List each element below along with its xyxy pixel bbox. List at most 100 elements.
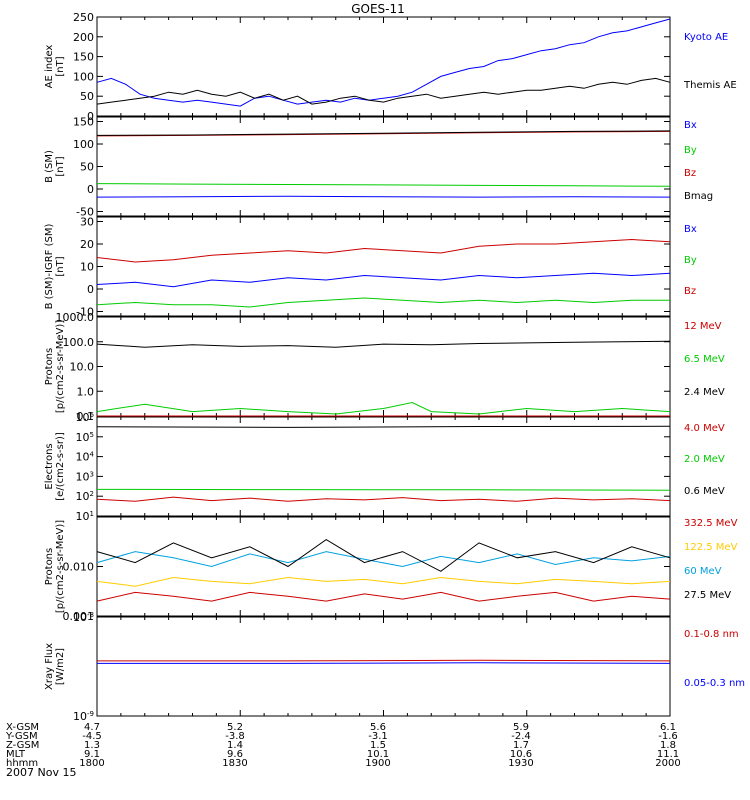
series-line xyxy=(96,183,671,187)
x-axis-value: 9.1 xyxy=(84,749,100,760)
y-axis-label: Protons xyxy=(44,348,55,385)
series-line xyxy=(96,591,671,602)
y-tick-label: 10 xyxy=(80,261,94,274)
y-tick-label: 20 xyxy=(80,238,94,251)
legend-label: Bz xyxy=(684,286,696,297)
y-tick-label: 104 xyxy=(76,451,95,464)
y-tick-label: 0 xyxy=(87,110,94,123)
y-axis-units: [nT] xyxy=(55,256,66,276)
x-axis-row-label: MLT xyxy=(6,749,26,760)
x-axis-value: 10.6 xyxy=(510,749,532,760)
y-tick-label: 50 xyxy=(80,90,94,103)
y-tick-label: 150 xyxy=(73,51,94,64)
x-axis-value: 1.8 xyxy=(660,740,676,751)
panel-frame xyxy=(96,516,671,617)
y-tick-label: 100.0 xyxy=(63,336,95,349)
series-line xyxy=(96,130,671,136)
y-tick-label: 0.001 xyxy=(63,610,95,623)
legend-label: Bmag xyxy=(684,191,713,202)
panel-frame xyxy=(96,216,671,317)
panel-frame xyxy=(96,16,671,117)
y-tick-label: 10.0 xyxy=(70,361,95,374)
x-axis-row-label: hhmm xyxy=(6,758,38,769)
x-axis-value: 2000 xyxy=(655,758,680,769)
y-tick-label: 0.1 xyxy=(77,410,95,423)
legend-label: 0.6 MeV xyxy=(684,486,725,497)
y-tick-label: -10 xyxy=(76,306,94,319)
y-tick-label: 30 xyxy=(80,216,94,229)
x-axis-value: 1930 xyxy=(508,758,533,769)
series-line xyxy=(96,551,671,568)
series-line xyxy=(96,195,671,198)
y-tick-label: 0.010 xyxy=(63,561,95,574)
y-tick-label: 100 xyxy=(73,70,94,83)
x-axis-row-label: Z-GSM xyxy=(6,740,39,751)
x-axis-value: -1.6 xyxy=(658,731,678,742)
x-axis-value: 5.9 xyxy=(513,722,529,733)
x-axis-value: -3.1 xyxy=(368,731,388,742)
legend-label: Themis AE xyxy=(683,80,737,91)
x-axis-value: -4.5 xyxy=(82,731,102,742)
y-tick-label: 50 xyxy=(80,161,94,174)
x-axis-value: 5.6 xyxy=(370,722,386,733)
y-axis-label: Protons xyxy=(44,548,55,585)
x-axis-row-label: X-GSM xyxy=(6,722,39,733)
x-axis-value: 6.1 xyxy=(660,722,676,733)
x-axis-value: 4.7 xyxy=(84,722,100,733)
y-tick-label: 0 xyxy=(87,283,94,296)
y-axis-label: Xray Flux xyxy=(44,643,55,690)
y-axis-label: Electrons xyxy=(44,443,55,489)
y-axis-units: [nT] xyxy=(55,156,66,176)
y-tick-label: 1.0 xyxy=(77,385,95,398)
x-axis-row-label: Y-GSM xyxy=(5,731,38,742)
y-axis-units: [W/m2] xyxy=(55,648,66,685)
y-tick-label: 103 xyxy=(76,470,94,483)
series-line xyxy=(96,576,671,587)
y-tick-label: -50 xyxy=(76,206,94,219)
y-axis-label: B (SM)-IGRF (SM) xyxy=(44,224,55,310)
legend-label: Bx xyxy=(684,120,697,131)
x-axis-value: 9.6 xyxy=(227,749,243,760)
x-axis-value: 1900 xyxy=(365,758,390,769)
legend-label: Bz xyxy=(684,168,696,179)
series-line xyxy=(96,272,671,288)
series-line xyxy=(96,401,671,415)
legend-label: 2.0 MeV xyxy=(684,454,725,465)
y-tick-label: 100 xyxy=(73,138,94,151)
y-tick-label: 105 xyxy=(76,431,94,444)
legend-label: By xyxy=(684,145,697,156)
panel-6: 0.001 0.010 Protons [p/(cm2-s-sr-MeV)] 332.5… xyxy=(44,516,738,623)
y-axis-label: B (SM) xyxy=(44,150,55,183)
legend-label: 2.4 MeV xyxy=(684,387,725,398)
series-line xyxy=(96,238,671,263)
legend-label: 122.5 MeV xyxy=(684,542,738,553)
x-axis-value: -2.4 xyxy=(511,731,531,742)
legend-label: 27.5 MeV xyxy=(684,590,731,601)
x-axis-value: 5.2 xyxy=(227,722,243,733)
y-axis-label: AE index xyxy=(44,45,55,89)
x-axis-value: 11.1 xyxy=(657,749,679,760)
legend-label: Kyoto AE xyxy=(684,32,728,43)
series-line xyxy=(97,662,671,664)
series-line xyxy=(96,340,671,348)
legend-label: 6.5 MeV xyxy=(684,354,725,365)
panel-4: 0.1 1.0 10.0 100.0 1000.0 Protons [p/(cm2-s-sr… xyxy=(44,311,725,423)
y-tick-label: 150 xyxy=(73,116,94,129)
x-axis-value: 1.5 xyxy=(370,740,386,751)
legend-label: By xyxy=(684,255,697,266)
date-label: 2007 Nov 15 xyxy=(6,766,76,779)
x-axis-value: 1.7 xyxy=(513,740,529,751)
y-tick-label: 101 xyxy=(76,510,94,523)
series-line xyxy=(96,496,671,502)
y-tick-label: 200 xyxy=(73,31,94,44)
y-tick-label: 1000.0 xyxy=(56,311,95,324)
series-line xyxy=(96,18,671,107)
y-axis-units: [p/(cm2-s-sr-MeV)] xyxy=(55,520,66,613)
y-tick-label: 250 xyxy=(73,11,94,24)
x-axis-value: 1800 xyxy=(79,758,104,769)
